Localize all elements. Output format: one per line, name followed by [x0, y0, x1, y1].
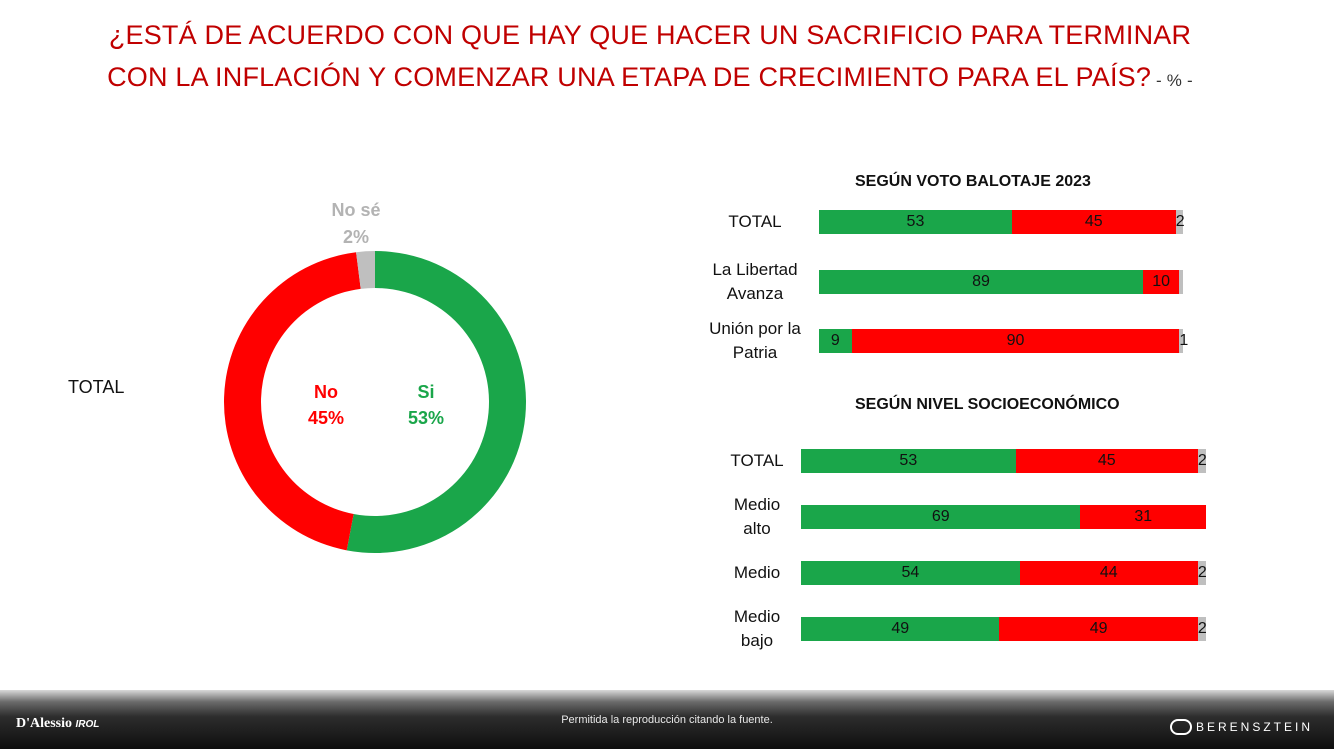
category-label-line: alto — [743, 519, 771, 538]
bars-nse-category-label: Medio — [697, 561, 817, 585]
donut-slice-no-se — [356, 251, 375, 289]
title-line-2: CON LA INFLACIÓN Y COMENZAR UNA ETAPA DE… — [0, 56, 1300, 102]
bars-balotaje-bar-row: 9 90 1 — [819, 329, 1188, 353]
footer-bar — [0, 690, 1334, 749]
category-label-line: Medio — [733, 607, 781, 626]
bars-balotaje-bar-row: 89 10 — [819, 270, 1183, 294]
donut-label-si-name: Si — [417, 382, 434, 402]
bar-value-label: 49 — [1089, 620, 1108, 637]
donut-label-no-value: 45% — [308, 408, 344, 428]
bar-segment-si: 49 — [801, 617, 1000, 641]
category-label-line: La Libertad — [712, 260, 798, 279]
category-label-line: Patria — [732, 343, 778, 362]
category-label-line: Medio — [733, 495, 781, 514]
bar-value-label: 53 — [906, 213, 925, 230]
bars-balotaje-category-label: Unión por la Patria — [695, 317, 815, 365]
title-line-1: ¿ESTÁ DE ACUERDO CON QUE HAY QUE HACER U… — [108, 20, 1192, 50]
bar-segment-no: 45 — [1015, 449, 1198, 473]
bar-segment-no: 44 — [1019, 561, 1198, 585]
bars-balotaje-bar-row: 53 45 2 — [819, 210, 1185, 234]
berensztein-logo-text: BERENSZTEIN — [1196, 720, 1314, 734]
bar-value-label: 2 — [1197, 564, 1207, 581]
bar-segment-no-se: 2 — [1197, 617, 1207, 641]
dalessio-logo: D'Alessio IROL — [16, 716, 99, 732]
berensztein-logo-icon — [1170, 719, 1192, 735]
bars-nse-category-label: Medio bajo — [697, 605, 817, 653]
bar-value-label: 44 — [1099, 564, 1118, 581]
dalessio-logo-text: D'Alessio — [16, 716, 72, 731]
bar-value-label: 89 — [972, 273, 990, 290]
bar-value-label: 2 — [1197, 620, 1207, 637]
category-label-line: TOTAL — [728, 212, 782, 231]
bar-segment-no-se: 2 — [1197, 561, 1207, 585]
bar-segment-no: 49 — [999, 617, 1198, 641]
category-label-line: Unión por la — [709, 319, 801, 338]
bar-value-label: 53 — [899, 452, 918, 469]
bars-nse-category-label: TOTAL — [697, 449, 817, 473]
category-label-line: bajo — [740, 631, 774, 650]
bars-nse-bar-row: 53 45 2 — [801, 449, 1207, 473]
bars-nse-bar-row: 69 31 — [801, 505, 1206, 529]
bar-value-label: 10 — [1152, 273, 1171, 290]
bar-segment-no-se: 2 — [1175, 210, 1185, 234]
bars-nse-title: SEGÚN NIVEL SOCIOECONÓMICO — [855, 396, 1120, 413]
bar-segment-no: 10 — [1142, 270, 1180, 294]
bars-nse-bar-row: 54 44 2 — [801, 561, 1207, 585]
bar-value-label: 2 — [1175, 213, 1185, 230]
bar-segment-si: 9 — [819, 329, 852, 353]
bars-balotaje-category-label: TOTAL — [695, 210, 815, 234]
bar-value-label: 69 — [931, 508, 950, 525]
bar-value-label: 31 — [1134, 508, 1153, 525]
donut-total-label: TOTAL — [68, 377, 125, 397]
title-unit: - % - — [1151, 71, 1193, 90]
bar-segment-si: 89 — [819, 270, 1143, 294]
bar-segment-no-se: 2 — [1197, 449, 1207, 473]
bar-segment-no: 45 — [1011, 210, 1176, 234]
bar-value-label: 9 — [830, 332, 840, 349]
donut-label-nose-value: 2% — [343, 227, 369, 247]
bar-segment-no-se: 1 — [1179, 329, 1188, 353]
bar-value-label: 1 — [1179, 332, 1189, 349]
bar-segment-no: 31 — [1080, 505, 1206, 529]
bar-segment-no: 90 — [851, 329, 1180, 353]
bar-value-label: 90 — [1006, 332, 1025, 349]
bars-balotaje-title: SEGÚN VOTO BALOTAJE 2023 — [855, 173, 1091, 190]
bars-nse-bar-row: 49 49 2 — [801, 617, 1207, 641]
category-label-line: Avanza — [726, 284, 784, 303]
bar-value-label: 2 — [1197, 452, 1207, 469]
donut-label-si-value: 53% — [408, 408, 444, 428]
bars-balotaje-category-label: La Libertad Avanza — [695, 258, 815, 306]
bar-segment-si: 69 — [801, 505, 1081, 529]
bar-segment-no-se — [1179, 270, 1183, 294]
dalessio-logo-sub: IROL — [75, 719, 100, 730]
bar-value-label: 54 — [901, 564, 920, 581]
category-label-line: TOTAL — [730, 451, 784, 470]
berensztein-logo: BERENSZTEIN — [1170, 719, 1313, 735]
footer-note: Permitida la reproducción citando la fue… — [561, 714, 773, 726]
bar-segment-si: 53 — [819, 210, 1012, 234]
bar-value-label: 45 — [1084, 213, 1103, 230]
bars-nse-category-label: Medio alto — [697, 493, 817, 541]
bar-segment-si: 54 — [801, 561, 1020, 585]
donut-label-nose-name: No sé — [331, 200, 380, 220]
title-line-2-text: CON LA INFLACIÓN Y COMENZAR UNA ETAPA DE… — [107, 62, 1152, 92]
bar-value-label: 45 — [1097, 452, 1116, 469]
category-label-line: Medio — [733, 563, 781, 582]
chart-title: ¿ESTÁ DE ACUERDO CON QUE HAY QUE HACER U… — [0, 14, 1300, 102]
donut-slice-no — [223, 252, 361, 551]
bar-value-label: 49 — [891, 620, 910, 637]
donut-slice-si — [346, 251, 526, 553]
bar-segment-si: 53 — [801, 449, 1016, 473]
donut-label-no-name: No — [314, 382, 338, 402]
donut-chart: Si 53% No 45% No sé 2% — [223, 200, 526, 553]
